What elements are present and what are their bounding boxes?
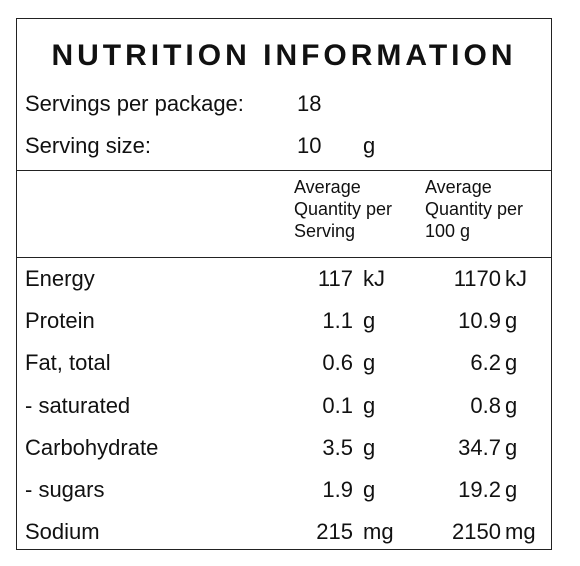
per-serving-value: 0.1 bbox=[322, 393, 353, 418]
per-100g-value: 2150 bbox=[452, 519, 501, 544]
per-100g-unit: g bbox=[505, 393, 518, 418]
header-line: Quantity per bbox=[425, 199, 524, 219]
per-serving-unit: mg bbox=[363, 519, 394, 544]
per-serving-unit: g bbox=[363, 308, 376, 333]
serving-size-value: 10 bbox=[297, 133, 322, 158]
serving-size-unit: g bbox=[363, 133, 376, 158]
per-serving-value: 215 bbox=[316, 519, 353, 544]
column-header-per-100g: Average Quantity per 100 g bbox=[425, 176, 523, 242]
per-100g-value: 10.9 bbox=[458, 308, 501, 333]
header-line: Quantity per bbox=[294, 199, 393, 219]
nutrient-name: Sodium bbox=[25, 519, 100, 544]
per-100g-value: 19.2 bbox=[458, 477, 501, 502]
per-100g-unit: g bbox=[505, 350, 518, 375]
panel-title: NUTRITION INFORMATION bbox=[51, 39, 517, 72]
column-header-per-serving: Average Quantity per Serving bbox=[294, 176, 392, 242]
servings-per-package-label: Servings per package: bbox=[25, 91, 244, 116]
per-serving-value: 0.6 bbox=[322, 350, 353, 375]
serving-size-label: Serving size: bbox=[25, 133, 151, 158]
per-100g-unit: g bbox=[505, 477, 518, 502]
nutrient-name: - saturated bbox=[25, 393, 131, 418]
per-100g-unit: kJ bbox=[505, 266, 527, 291]
nutrition-panel: NUTRITION INFORMATION Servings per packa… bbox=[16, 18, 552, 550]
per-serving-value: 1.1 bbox=[322, 308, 353, 333]
nutrient-name: Protein bbox=[25, 308, 95, 333]
nutrient-name: Fat, total bbox=[25, 350, 111, 375]
header-line: Serving bbox=[294, 221, 356, 241]
servings-per-package-value: 18 bbox=[297, 91, 322, 116]
nutrient-name: Energy bbox=[25, 266, 95, 291]
per-serving-unit: kJ bbox=[363, 266, 385, 291]
header-line: Average bbox=[425, 177, 492, 197]
per-100g-unit: g bbox=[505, 308, 518, 333]
per-serving-unit: g bbox=[363, 435, 376, 460]
per-100g-unit: mg bbox=[505, 519, 536, 544]
divider-header-top bbox=[17, 170, 551, 171]
per-100g-value: 34.7 bbox=[458, 435, 501, 460]
per-serving-unit: g bbox=[363, 477, 376, 502]
per-100g-value: 6.2 bbox=[470, 350, 501, 375]
header-line: Average bbox=[294, 177, 361, 197]
per-100g-value: 1170 bbox=[453, 266, 501, 291]
divider-header-bottom bbox=[17, 257, 551, 258]
header-line: 100 g bbox=[425, 221, 471, 241]
per-serving-value: 3.5 bbox=[322, 435, 353, 460]
per-100g-value: 0.8 bbox=[470, 393, 501, 418]
per-serving-unit: g bbox=[363, 350, 376, 375]
nutrient-name: - sugars bbox=[25, 477, 105, 502]
nutrient-name: Carbohydrate bbox=[25, 435, 159, 460]
per-serving-value: 117 bbox=[317, 266, 353, 291]
per-100g-unit: g bbox=[505, 435, 518, 460]
per-serving-unit: g bbox=[363, 393, 376, 418]
per-serving-value: 1.9 bbox=[322, 477, 353, 502]
